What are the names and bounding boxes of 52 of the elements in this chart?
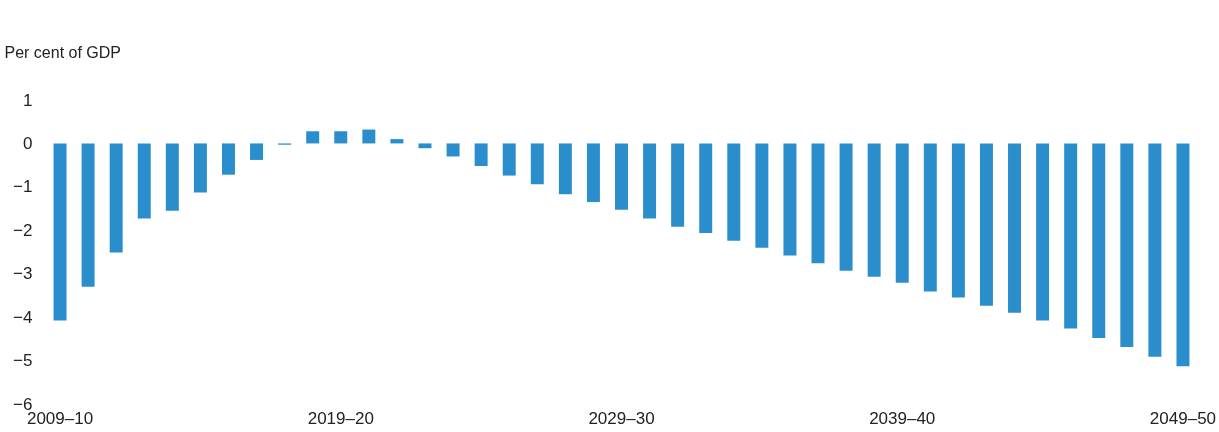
bar [390,139,404,144]
bar [1148,143,1162,357]
y-tick-label: −4 [13,307,33,327]
bar [418,143,432,149]
y-tick-label: −5 [13,351,33,371]
bar [193,143,207,193]
bar [923,143,937,292]
bar [446,143,460,157]
x-tick-label: 2029–30 [588,408,655,428]
y-tick-label: −2 [13,220,33,240]
bar [250,143,264,160]
x-tick-label: 2019–20 [307,408,374,428]
bar [727,143,741,241]
bar [81,143,95,287]
bar [783,143,797,256]
bar [137,143,151,219]
y-tick-label: −3 [13,264,33,284]
bar [839,143,853,271]
bar [558,143,572,195]
bar [1120,143,1134,348]
bar [362,129,376,144]
bar [895,143,909,283]
bar [586,143,600,203]
bar [530,143,544,185]
bar [109,143,123,253]
bar [1176,143,1190,367]
bar [221,143,235,175]
y-axis-title: Per cent of GDP [4,43,121,61]
bar [1008,143,1022,313]
bar [643,143,657,219]
bar [979,143,993,306]
bar [671,143,685,227]
bar [1092,143,1106,338]
y-tick-label: 1 [23,90,33,110]
bar [165,143,179,211]
y-tick-label: 0 [23,133,33,153]
bar [1036,143,1050,321]
bar [306,131,320,144]
x-tick-label: 2039–40 [869,408,936,428]
bar [334,131,348,144]
bar [811,143,825,264]
x-tick-label: 2049–50 [1149,408,1217,428]
bar [951,143,965,298]
bar [53,143,67,321]
bar [502,143,516,176]
bar [474,143,488,167]
bar [867,143,881,277]
bar [1064,143,1078,329]
y-tick-label: −1 [13,177,33,197]
bar [755,143,769,248]
bar [699,143,713,233]
bar [615,143,628,210]
